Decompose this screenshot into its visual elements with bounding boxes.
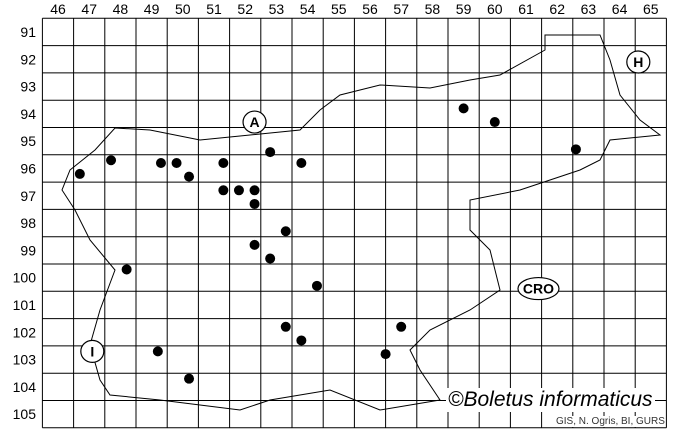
record-dot xyxy=(155,157,166,168)
row-label: 96 xyxy=(20,160,36,176)
record-dot xyxy=(396,321,407,332)
record-dot xyxy=(249,239,260,250)
row-label: 95 xyxy=(20,133,36,149)
column-label: 64 xyxy=(612,1,628,17)
record-dot xyxy=(280,321,291,332)
record-dot xyxy=(184,373,195,384)
record-dot xyxy=(233,185,244,196)
column-label: 62 xyxy=(549,1,565,17)
data-source: GIS, N. Ogris, BI, GURS xyxy=(556,416,665,427)
column-label: 55 xyxy=(331,1,347,17)
country-label-ellipse xyxy=(242,110,267,134)
country-label-ellipse xyxy=(517,276,560,301)
row-label: 104 xyxy=(13,379,37,395)
record-dot xyxy=(380,349,391,360)
row-label: 105 xyxy=(13,406,37,422)
country-outline xyxy=(61,34,662,411)
column-label: 52 xyxy=(237,1,253,17)
column-label: 46 xyxy=(50,1,66,17)
copyright-credit: ©Boletus informaticus xyxy=(446,388,655,412)
record-dot xyxy=(249,198,260,209)
record-dot xyxy=(570,144,581,155)
column-label: 47 xyxy=(81,1,97,17)
record-dot xyxy=(74,168,85,179)
column-label: 58 xyxy=(425,1,441,17)
country-label-ellipse xyxy=(626,50,651,74)
row-label: 100 xyxy=(13,270,37,286)
record-dot xyxy=(218,157,229,168)
record-dot xyxy=(218,185,229,196)
column-label: 56 xyxy=(362,1,378,17)
record-dot xyxy=(265,147,276,158)
column-label: 59 xyxy=(456,1,472,17)
record-dot xyxy=(458,103,469,114)
row-label: 91 xyxy=(20,24,36,40)
column-label: 57 xyxy=(393,1,409,17)
record-dot xyxy=(171,157,182,168)
row-label: 102 xyxy=(13,324,37,340)
country-label: A xyxy=(249,114,259,130)
country-label: CRO xyxy=(523,281,554,297)
row-label: 94 xyxy=(20,106,36,122)
record-markers xyxy=(74,103,581,384)
country-label-ellipse xyxy=(80,339,105,363)
record-dot xyxy=(280,226,291,237)
country-labels: A H CRO I xyxy=(80,50,651,363)
column-label: 49 xyxy=(144,1,160,17)
country-label: H xyxy=(633,54,643,70)
row-label: 93 xyxy=(20,79,36,95)
slovenia-border xyxy=(61,34,662,411)
column-label: 65 xyxy=(643,1,659,17)
column-label: 53 xyxy=(269,1,285,17)
row-label: 92 xyxy=(20,51,36,67)
column-label: 60 xyxy=(487,1,503,17)
row-label: 103 xyxy=(13,352,37,368)
record-dot xyxy=(249,185,260,196)
grid xyxy=(41,17,667,429)
column-label: 54 xyxy=(300,1,316,17)
column-labels: 46 47 48 49 50 51 52 53 54 55 56 57 58 59 60 61 62 63 64 65 xyxy=(50,1,659,17)
column-label: 48 xyxy=(113,1,129,17)
record-dot xyxy=(152,346,163,357)
row-label: 101 xyxy=(13,297,37,313)
column-label: 50 xyxy=(175,1,191,17)
column-label: 51 xyxy=(206,1,222,17)
row-label: 98 xyxy=(20,215,36,231)
record-dot xyxy=(296,157,307,168)
record-dot xyxy=(265,253,276,264)
row-labels: 91 92 93 94 95 96 97 98 99 100 101 102 103 104 105 xyxy=(13,24,37,422)
column-label: 63 xyxy=(581,1,597,17)
record-dot xyxy=(184,171,195,182)
record-dot xyxy=(489,117,500,128)
country-label: I xyxy=(90,343,94,359)
row-label: 99 xyxy=(20,242,36,258)
record-dot xyxy=(106,155,117,166)
row-label: 97 xyxy=(20,188,36,204)
column-label: 61 xyxy=(518,1,534,17)
record-dot xyxy=(121,264,132,275)
record-dot xyxy=(296,335,307,346)
record-dot xyxy=(311,280,322,291)
